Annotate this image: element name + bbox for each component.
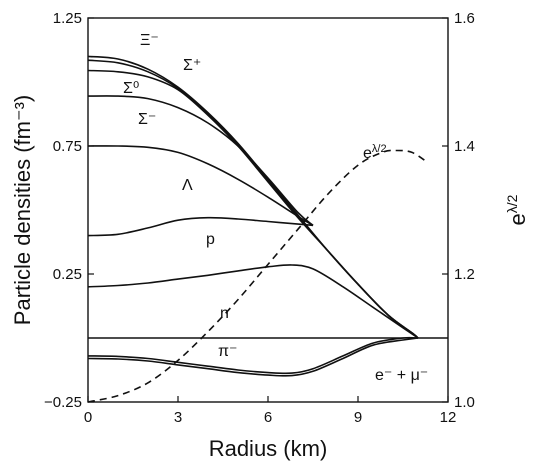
x-tick-label: 9 <box>354 409 362 426</box>
y2-tick-label: 1.6 <box>454 10 475 27</box>
x-tick-label: 0 <box>84 409 92 426</box>
series-line-n <box>87 264 419 339</box>
series-annotation: e⁻ + μ⁻ <box>375 367 428 384</box>
y-tick-label: 0.25 <box>53 266 82 283</box>
series-annotation: Σ⁰ <box>123 80 139 97</box>
x-tick-label: 3 <box>174 409 182 426</box>
x-tick-label: 6 <box>264 409 272 426</box>
series-annotation: eλ/2 <box>363 143 387 162</box>
x-tick-label: 12 <box>440 409 457 426</box>
series-line-e-2 <box>87 149 428 403</box>
series-annotation: Σ⁺ <box>183 57 201 74</box>
y2-tick-label: 1.2 <box>454 266 475 283</box>
series-annotation: Ξ⁻ <box>140 32 159 49</box>
series-line-e <box>87 337 419 377</box>
y-axis-label: Particle densities (fm⁻³) <box>10 95 35 325</box>
series-line-series <box>87 145 314 227</box>
series-annotation: Λ <box>182 177 193 194</box>
series-line-series <box>87 336 419 375</box>
x-axis-label: Radius (km) <box>209 436 328 461</box>
series-annotation: Σ⁻ <box>138 111 156 128</box>
series-annotation: π⁻ <box>218 343 237 360</box>
series-annotation: p <box>206 231 215 248</box>
series-annotation: n <box>220 305 229 322</box>
y2-axis-label: eλ/2 <box>504 194 530 225</box>
series-line-series <box>87 95 314 227</box>
y2-tick-label: 1.4 <box>454 138 475 155</box>
series-line-p <box>87 216 314 237</box>
y-tick-label: −0.25 <box>44 394 82 411</box>
y-tick-label: 0.75 <box>53 138 82 155</box>
series-line-series <box>87 69 419 339</box>
y-tick-label: 1.25 <box>53 10 82 27</box>
y2-tick-label: 1.0 <box>454 394 475 411</box>
